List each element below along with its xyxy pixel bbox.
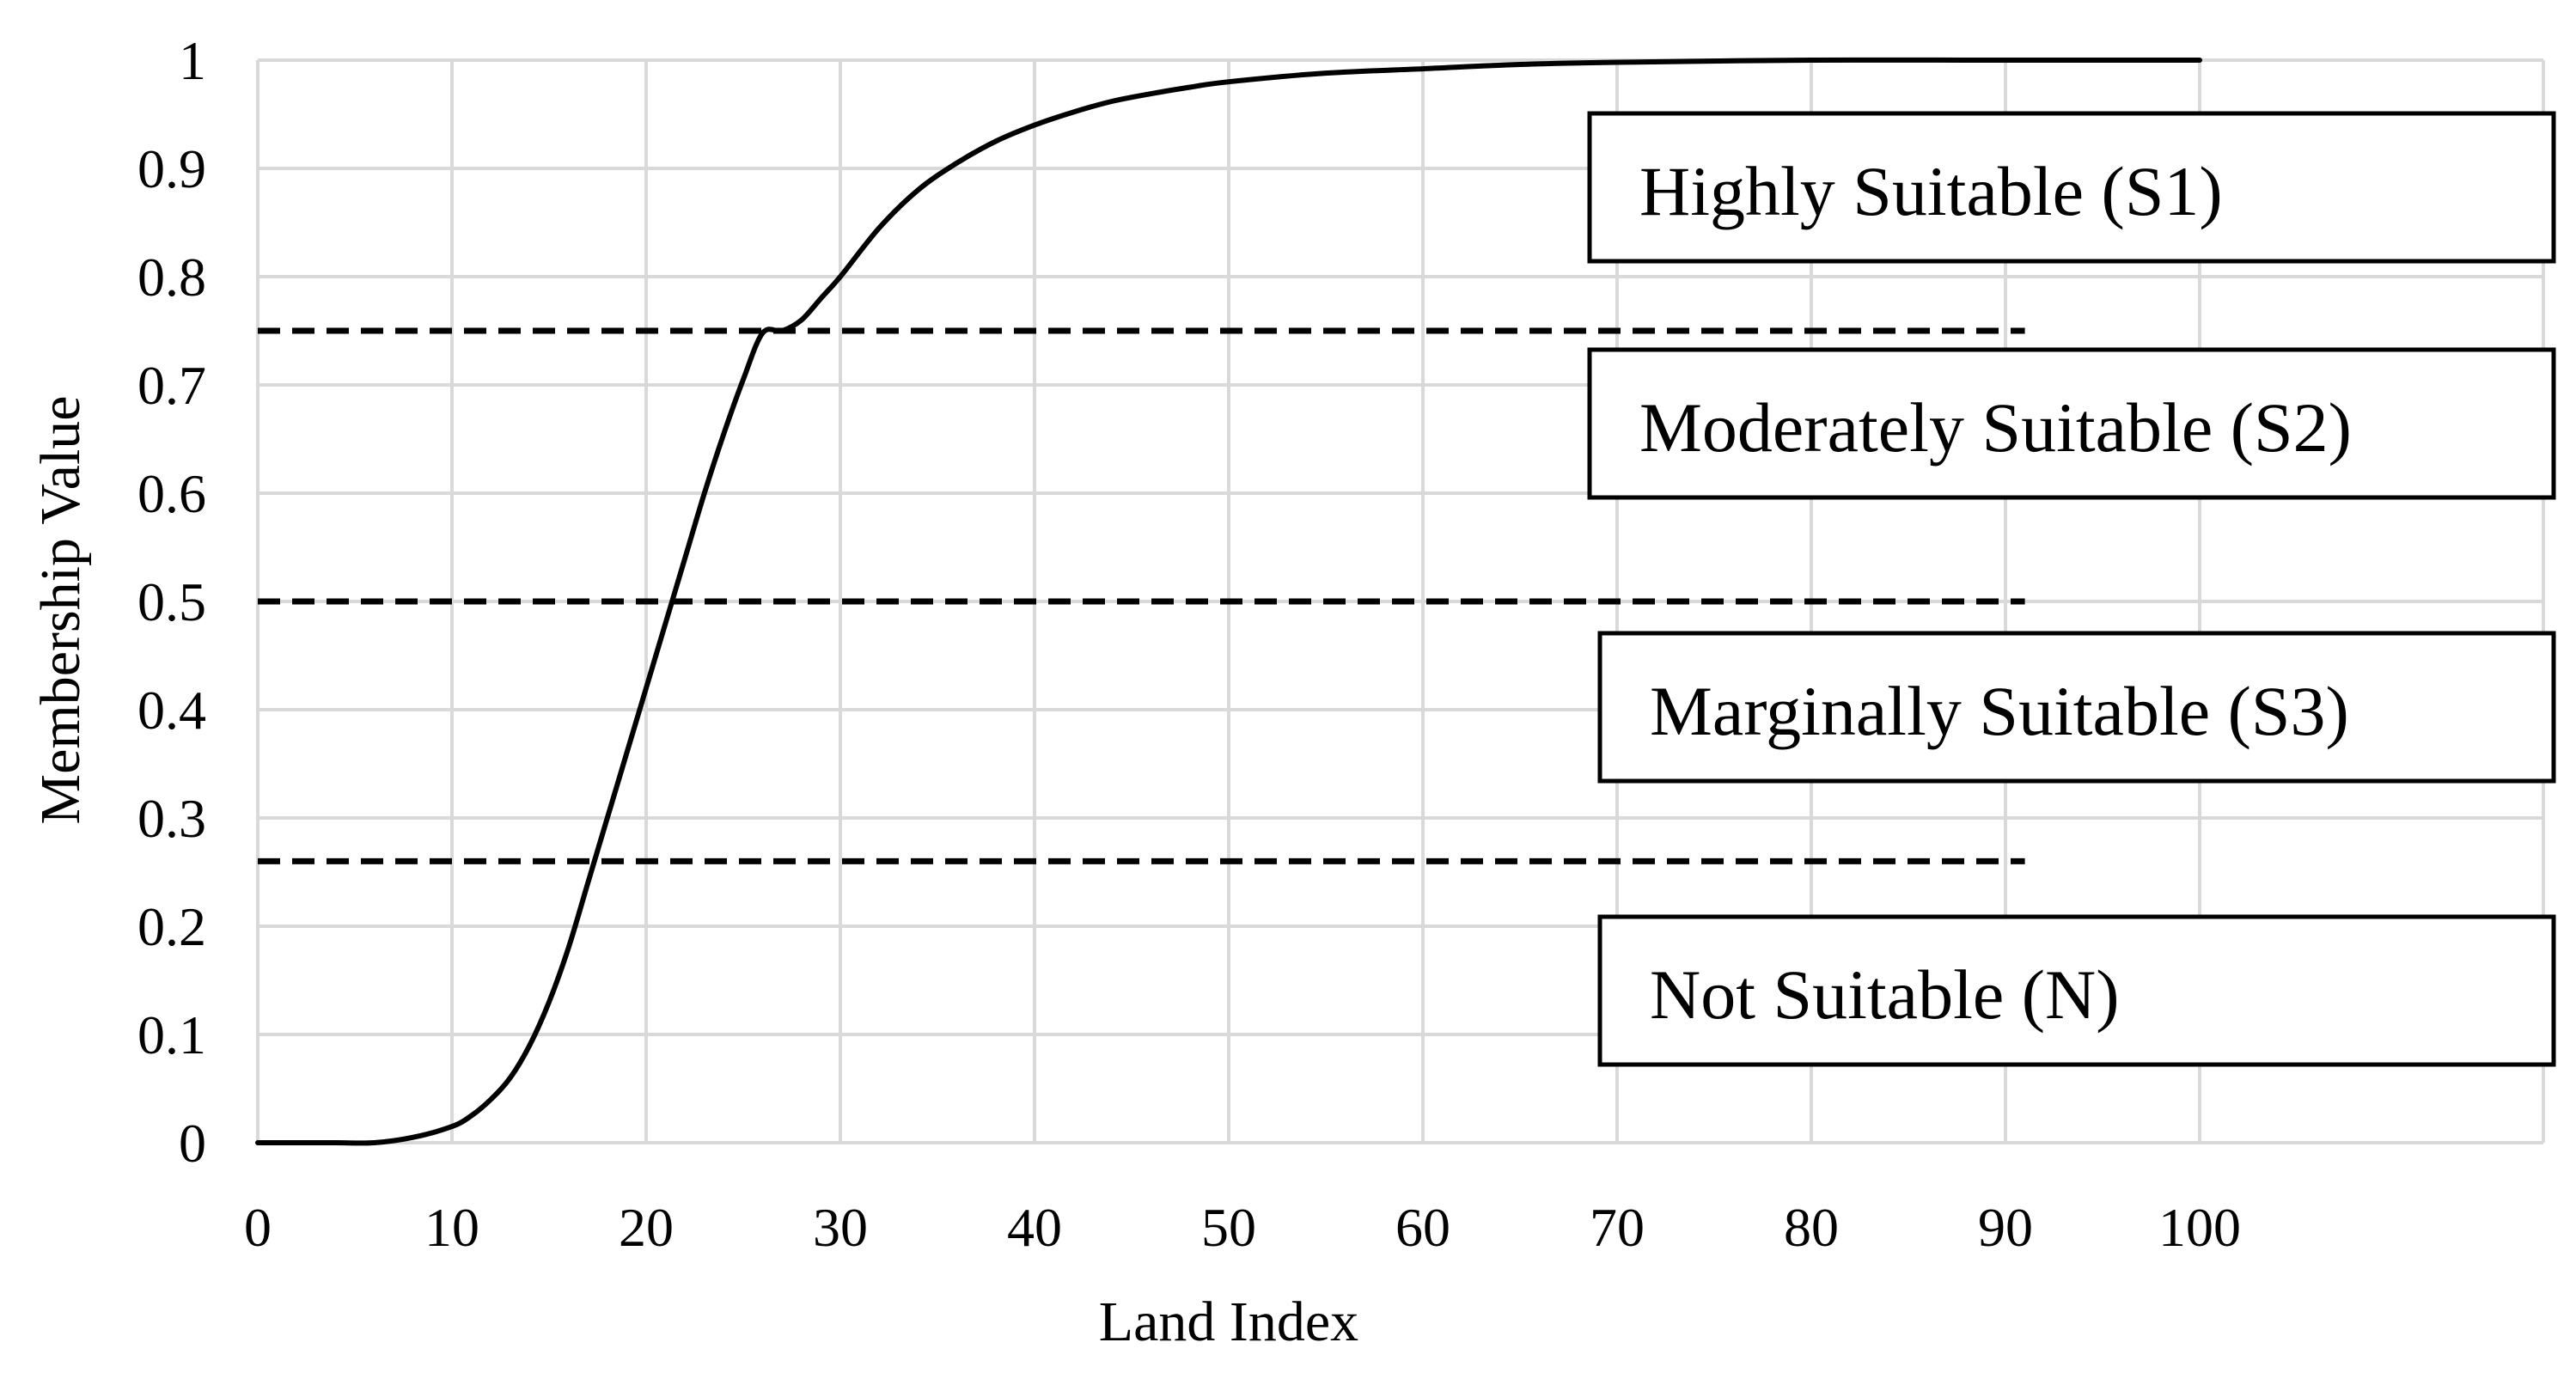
y-tick-labels: 0 0.1 0.2 0.3 0.4 0.5 0.6 0.7 0.8 0.9 1 [137,30,206,1174]
y-tick-label: 0.4 [137,680,206,741]
x-tick-label: 10 [424,1197,479,1258]
y-tick-label: 0.9 [137,138,206,199]
y-tick-label: 0.2 [137,896,206,957]
class-label-s1: Highly Suitable (S1) [1639,152,2223,230]
y-axis-title: Membership Value [29,395,92,824]
class-box-s1: Highly Suitable (S1) [1590,113,2554,261]
x-tick-label: 80 [1784,1197,1839,1258]
chart: 0 10 20 30 40 50 60 70 80 90 100 00.10.20.30.40.50… [0,0,2576,1373]
y-tick-label: 0.5 [137,571,206,632]
x-tick-label: 30 [813,1197,868,1258]
class-box-s2: Moderately Suitable (S2) [1590,350,2554,497]
y-tick-label: 0 [179,1113,206,1174]
y-tick-label: 0.3 [137,788,206,849]
x-axis-title: Land Index [1099,1291,1358,1353]
x-tick-label: 20 [619,1197,674,1258]
x-tick-label: 90 [1978,1197,2033,1258]
x-tick-label: 60 [1395,1197,1450,1258]
y-tick-label: 1 [179,30,206,91]
x-tick-label: 70 [1590,1197,1645,1258]
x-tick-label: 40 [1007,1197,1062,1258]
x-tick-label: 0 [244,1197,272,1258]
x-tick-label: 50 [1201,1197,1256,1258]
y-tick-label: 0.7 [137,355,206,416]
y-tick-label: 0.8 [137,247,206,308]
class-box-s3: Marginally Suitable (S3) [1600,633,2554,781]
x-tick-label: 100 [2158,1197,2241,1258]
class-label-n: Not Suitable (N) [1650,955,2120,1034]
x-tick-labels: 0 10 20 30 40 50 60 70 80 90 100 [244,1197,2241,1258]
y-tick-label: 0.1 [137,1004,206,1065]
class-label-s2: Moderately Suitable (S2) [1639,388,2352,467]
class-box-n: Not Suitable (N) [1600,917,2554,1065]
y-tick-label: 0.6 [137,463,206,524]
class-label-s3: Marginally Suitable (S3) [1650,672,2349,750]
